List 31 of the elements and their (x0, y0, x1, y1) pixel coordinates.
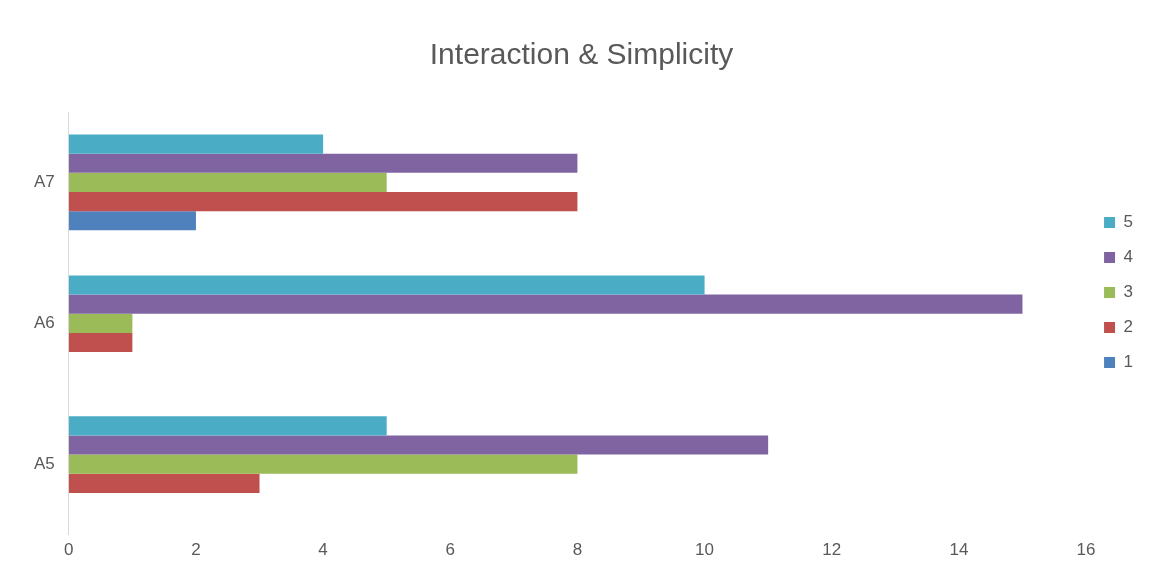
x-tick-label: 16 (1076, 540, 1096, 560)
y-tick-label: A7 (34, 172, 55, 192)
x-tick-label: 0 (64, 540, 74, 560)
bar (68, 473, 260, 493)
bar (68, 192, 578, 212)
x-tick-label: 10 (695, 540, 715, 560)
bar (68, 435, 769, 455)
bar (68, 153, 578, 173)
legend-label: 3 (1123, 282, 1134, 302)
x-tick-label: 14 (949, 540, 969, 560)
x-tick-label: 2 (191, 540, 201, 560)
y-tick-label: A6 (34, 312, 55, 332)
bar (68, 211, 196, 231)
bar (68, 416, 387, 436)
bar (68, 332, 133, 353)
legend-label: 5 (1123, 212, 1134, 232)
bar (68, 134, 324, 154)
chart-title: Interaction & Simplicity (429, 37, 734, 71)
bar (68, 454, 578, 474)
y-tick-label: A5 (34, 453, 55, 473)
x-tick-label: 6 (445, 540, 455, 560)
legend-label: 4 (1123, 247, 1134, 267)
x-tick-label: 8 (572, 540, 583, 560)
x-tick-label: 12 (822, 540, 842, 560)
bar (68, 313, 133, 333)
bar (68, 275, 705, 295)
legend-label: 1 (1123, 352, 1134, 372)
x-tick-label: 4 (318, 540, 328, 560)
bar (68, 172, 387, 193)
legend-label: 2 (1123, 317, 1134, 337)
bar (68, 294, 1023, 314)
